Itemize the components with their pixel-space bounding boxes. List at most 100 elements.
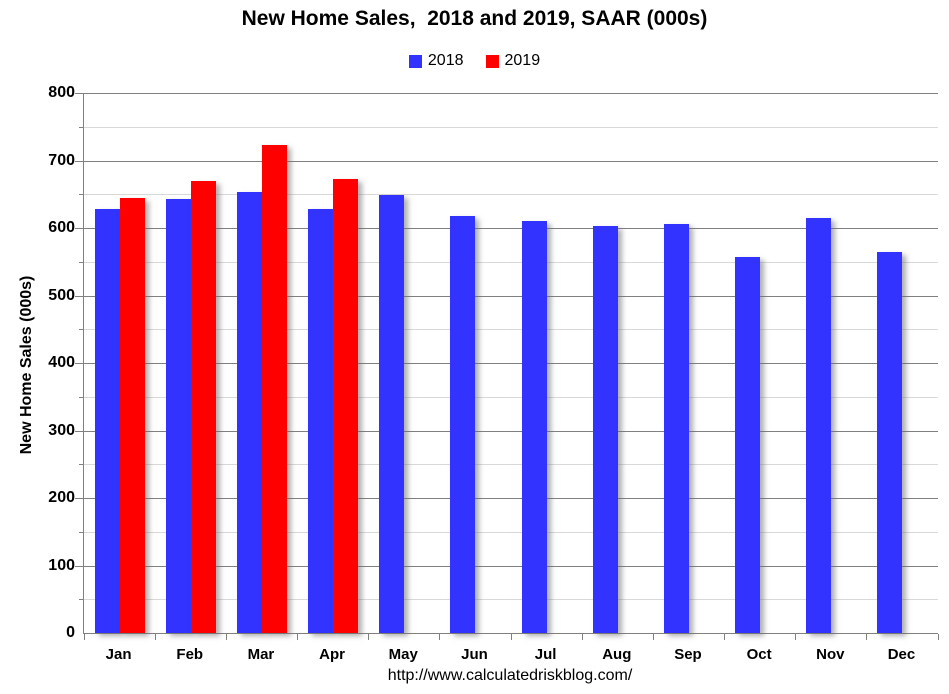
y-tick-450 <box>79 329 84 331</box>
bar-group-oct <box>735 93 785 633</box>
gridline-minor-650 <box>84 194 938 196</box>
y-tick-300 <box>75 430 84 432</box>
month-slot-aug <box>582 93 653 633</box>
y-tick-200 <box>75 498 84 499</box>
x-tick-label-may: May <box>388 646 418 663</box>
y-tick-label-500: 500 <box>48 286 75 304</box>
bar-slots <box>84 93 938 633</box>
bar-group-mar <box>236 93 287 633</box>
x-tick-10 <box>795 634 797 640</box>
x-tick-label-mar: Mar <box>247 646 275 663</box>
month-slot-sep <box>653 93 724 633</box>
x-tick-6 <box>510 634 512 640</box>
y-tick-650 <box>79 194 84 196</box>
bar-group-may <box>379 93 429 633</box>
y-tick-label-700: 700 <box>48 151 75 169</box>
x-tick-5 <box>439 634 441 640</box>
bar-2019-feb <box>190 181 216 633</box>
y-tick-350 <box>79 396 84 398</box>
x-tick-label-nov: Nov <box>816 646 845 663</box>
y-tick-label-200: 200 <box>48 489 75 506</box>
y-tick-150 <box>79 531 84 533</box>
gridline-major-300 <box>84 430 938 432</box>
x-tick-11 <box>866 634 868 640</box>
bar-2018-jun <box>450 215 476 633</box>
bar-2018-jan <box>94 209 120 633</box>
x-tick-label-dec: Dec <box>887 646 916 663</box>
gridline-major-400 <box>84 363 938 364</box>
x-tick-1 <box>154 634 156 640</box>
x-tick-label-jun: Jun <box>461 646 488 663</box>
x-tick-label-jan: Jan <box>105 646 132 663</box>
y-axis-labels: 0 100 200 300 400 500 600 700 800 <box>0 84 75 641</box>
legend-label: 2019 <box>504 52 541 69</box>
y-tick-400 <box>75 363 84 364</box>
gridline-major-200 <box>84 498 938 499</box>
y-tick-800 <box>75 93 84 94</box>
x-tick-3 <box>297 634 298 640</box>
bar-group-dec <box>877 93 927 633</box>
x-tick-label-apr: Apr <box>319 646 346 663</box>
gridline-minor-250 <box>84 464 938 466</box>
x-tick-9 <box>724 634 725 640</box>
bar-2018-oct <box>735 257 761 633</box>
bar-2018-feb <box>165 199 191 633</box>
x-tick-12 <box>937 634 939 640</box>
bar-2018-nov <box>806 217 832 633</box>
bar-group-feb <box>165 93 216 633</box>
chart-title: New Home Sales, 2018 and 2019, SAAR (000… <box>241 7 708 30</box>
month-slot-apr <box>298 93 369 633</box>
y-tick-label-400: 400 <box>48 354 75 371</box>
bar-2018-apr <box>308 209 334 633</box>
bar-group-jun <box>450 93 500 633</box>
bar-2019-apr <box>333 178 359 633</box>
plot-area <box>75 93 939 640</box>
gridline-minor-750 <box>84 126 938 128</box>
y-tick-550 <box>79 261 84 263</box>
month-slot-mar <box>226 93 297 633</box>
bar-2018-may <box>379 194 405 633</box>
x-axis-labels: Jan Feb Mar Apr May Jun Jul Aug Sep Oct Nov Dec <box>83 646 937 663</box>
month-slot-jun <box>440 93 511 633</box>
bar-group-sep <box>663 93 714 633</box>
y-tick-label-300: 300 <box>48 421 75 439</box>
bar-2019-jan <box>119 198 145 633</box>
x-tick-label-oct: Oct <box>746 646 772 663</box>
y-tick-250 <box>79 464 84 466</box>
month-slot-dec <box>867 93 938 633</box>
month-slot-oct <box>725 93 796 633</box>
bar-2018-sep <box>663 224 689 633</box>
gridline-minor-550 <box>84 261 938 263</box>
legend-swatch-icon <box>408 54 422 68</box>
y-tick-50 <box>79 599 84 601</box>
month-slot-feb <box>155 93 226 633</box>
y-tick-700 <box>75 160 84 162</box>
y-tick-label-600: 600 <box>48 219 75 236</box>
legend-item-2019: 2019 <box>485 52 541 70</box>
month-slot-jan <box>84 93 155 633</box>
x-tick-8 <box>652 634 654 640</box>
x-tick-label-sep: Sep <box>674 646 702 663</box>
gridline-major-100 <box>84 565 938 567</box>
x-tick-2 <box>225 634 227 640</box>
y-tick-label-0: 0 <box>66 624 75 641</box>
x-tick-label-feb: Feb <box>176 646 204 663</box>
month-slot-nov <box>796 93 867 633</box>
bar-2019-mar <box>261 145 287 633</box>
month-slot-jul <box>511 93 582 633</box>
y-tick-600 <box>75 228 84 229</box>
gridline-major-800 <box>84 93 938 94</box>
y-tick-100 <box>75 565 84 567</box>
x-tick-4 <box>368 634 370 640</box>
footer-url: http://www.calculatedriskblog.com/ <box>387 667 633 684</box>
gridline-minor-50 <box>84 599 938 601</box>
bar-group-aug <box>592 93 643 633</box>
bar-2018-mar <box>236 192 262 633</box>
gridline-minor-450 <box>84 329 938 331</box>
bar-group-jul <box>521 93 572 633</box>
y-tick-label-100: 100 <box>48 556 75 574</box>
gridline-minor-350 <box>84 396 938 398</box>
legend-item-2018: 2018 <box>408 52 464 70</box>
y-tick-label-800: 800 <box>48 84 75 101</box>
